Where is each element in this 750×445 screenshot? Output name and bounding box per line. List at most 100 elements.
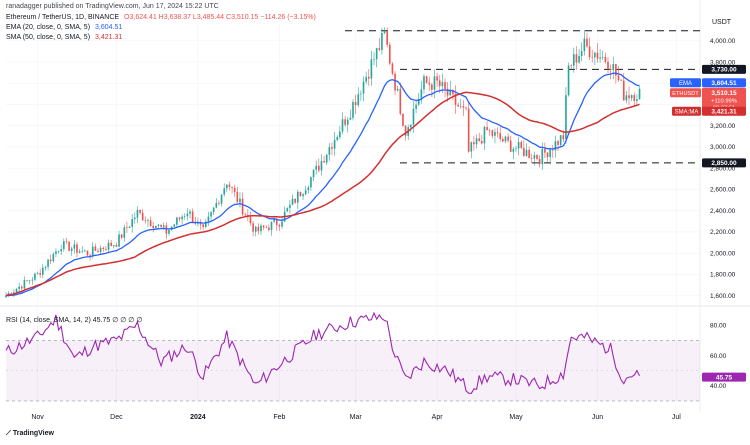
candle-body <box>607 61 609 70</box>
sma-legend[interactable]: SMA (50, close, 0, SMA, 5) 3,421.31 <box>6 34 125 41</box>
candle-body <box>444 82 446 89</box>
candle-body <box>454 94 457 105</box>
candle-body <box>239 198 241 203</box>
candle-body <box>70 248 73 251</box>
price-name-box <box>670 88 701 98</box>
candle-body <box>291 198 294 205</box>
sma-name: SMA:MA <box>675 110 699 116</box>
candle-body <box>215 202 218 208</box>
candle-body <box>441 82 444 87</box>
candle-body <box>378 48 381 50</box>
candle-body <box>520 142 523 148</box>
candle-body <box>210 212 212 217</box>
rsi-tick-label: 60.00 <box>710 353 727 360</box>
candle-body <box>586 38 588 47</box>
ema-legend[interactable]: EMA (20, close, 0, SMA, 5) 3,604.51 <box>6 24 125 31</box>
level-flag-box <box>702 64 746 74</box>
candle-body <box>565 95 567 140</box>
candle-body <box>252 223 254 232</box>
tradingview-logo[interactable]: ⟋ TradingView <box>6 430 54 437</box>
candle-body <box>294 198 296 203</box>
candle-body <box>438 80 441 87</box>
candle-body <box>89 255 91 256</box>
candle-body <box>562 135 565 140</box>
candle-body <box>399 88 402 114</box>
candle-body <box>628 95 630 99</box>
candle-body <box>244 214 247 216</box>
candle-body <box>31 279 34 281</box>
candle-body <box>49 259 52 262</box>
candle-body <box>41 267 44 275</box>
candle-body <box>28 280 31 282</box>
candle-body <box>296 191 299 203</box>
rsi-legend[interactable]: RSI (14, close, SMA, 14, 2) 45.75 ∅ ∅ ∅ … <box>6 317 143 324</box>
time-tick-label: Mar <box>350 414 363 421</box>
candle-body <box>204 221 207 227</box>
candle-body <box>394 73 396 91</box>
candle-body <box>528 149 530 158</box>
ema-legend-label: EMA (20, close, 0, SMA, 5) <box>6 24 91 31</box>
ema-20-line <box>5 72 640 297</box>
candle-body <box>480 140 483 144</box>
candle-body <box>99 247 102 252</box>
candle-body <box>189 211 191 214</box>
candle-body <box>97 250 99 252</box>
candle-body <box>457 104 459 107</box>
candle-body <box>431 84 433 90</box>
candle-body <box>262 225 265 228</box>
candle-body <box>168 229 170 234</box>
candle-body <box>133 217 136 220</box>
candle-body <box>433 76 436 90</box>
candle-body <box>496 132 499 134</box>
candle-body <box>412 108 415 125</box>
candle-body <box>176 217 178 225</box>
candle-body <box>410 124 412 128</box>
candle-body <box>126 227 128 228</box>
candle-body <box>473 142 475 145</box>
candle-body <box>155 225 157 229</box>
level-flag-box <box>702 158 746 168</box>
time-tick-label: May <box>509 414 523 421</box>
ema-name: EMA <box>679 81 692 87</box>
candle-body <box>475 138 478 145</box>
candle-body <box>310 177 312 188</box>
candle-body <box>81 250 84 252</box>
rsi-flag-text: 45.75 <box>716 374 733 381</box>
candle-body <box>39 273 41 275</box>
candle-body <box>354 102 357 106</box>
candle-body <box>265 227 268 229</box>
candle-body <box>536 155 538 160</box>
rsi-tick-label: 80.00 <box>710 322 727 329</box>
horizontal-levels <box>345 30 700 164</box>
candle-body <box>162 225 165 227</box>
candle-body <box>299 191 302 197</box>
candle-body <box>131 219 133 227</box>
candle-body <box>467 108 470 152</box>
candle-body <box>625 95 628 101</box>
time-tick-label: 2024 <box>190 414 206 421</box>
candle-body <box>362 81 365 94</box>
candle-body <box>304 190 307 195</box>
candle-body <box>325 154 328 163</box>
candle-body <box>165 225 168 234</box>
ema-name-box <box>670 78 701 88</box>
candle-body <box>530 157 533 159</box>
ohlc-values: O3,624.41 H3,638.37 L3,485.44 C3,510.15 … <box>124 14 316 21</box>
candle-body <box>420 89 423 99</box>
candle-body <box>147 220 149 222</box>
candle-body <box>281 221 283 227</box>
candle-body <box>570 65 573 67</box>
candle-body <box>594 52 596 58</box>
rsi-tick-label: 40.00 <box>710 383 727 390</box>
moving-averages <box>5 72 640 297</box>
candle-body <box>102 247 105 250</box>
candle-body <box>160 224 162 227</box>
candle-body <box>34 273 36 280</box>
rsi-flag-box <box>702 372 746 382</box>
candle-body <box>105 249 107 250</box>
candle-body <box>226 184 228 189</box>
time-tick-label: Apr <box>432 414 444 421</box>
candle-body <box>120 234 123 238</box>
candle-body <box>638 88 641 100</box>
candle-body <box>381 32 383 50</box>
